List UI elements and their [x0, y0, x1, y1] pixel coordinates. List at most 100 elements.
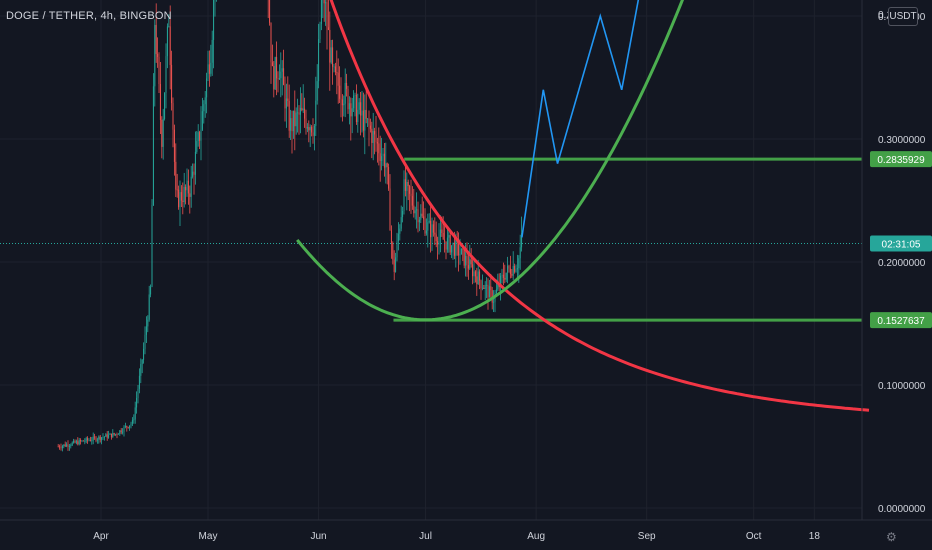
- candle-body: [59, 446, 61, 448]
- candle-body: [425, 230, 427, 234]
- candle-body: [336, 72, 338, 73]
- candle-body: [285, 98, 287, 109]
- candle-body: [129, 425, 131, 428]
- candle-body: [355, 94, 357, 123]
- candle-body: [452, 242, 454, 246]
- candle-body: [337, 72, 339, 86]
- candle-body: [360, 102, 362, 116]
- candle-body: [122, 431, 124, 433]
- candle-body: [453, 242, 455, 256]
- candle-body: [438, 237, 440, 245]
- candle-body: [295, 112, 297, 127]
- candle-body: [375, 134, 377, 143]
- candle-body: [312, 132, 314, 136]
- candle-body: [206, 78, 208, 98]
- candle-body: [368, 118, 370, 126]
- candle-body: [99, 436, 101, 440]
- candle-body: [81, 440, 83, 442]
- candle-body: [369, 125, 371, 129]
- candle-body: [185, 186, 187, 191]
- candle-body: [299, 107, 301, 115]
- candle-body: [403, 179, 405, 211]
- candle-body: [411, 196, 413, 206]
- candle-body: [367, 118, 369, 120]
- candle-body: [305, 118, 307, 129]
- candle-body: [137, 388, 139, 399]
- candle-body: [350, 103, 352, 117]
- candle-body: [437, 241, 439, 245]
- candle-body: [445, 241, 447, 250]
- candle-body: [115, 434, 117, 435]
- candle-body: [197, 132, 199, 141]
- candle-body: [390, 230, 392, 243]
- candle-body: [161, 119, 163, 147]
- candle-body: [500, 275, 502, 288]
- price-tick-label: 0.1: [878, 10, 892, 21]
- candle-body: [339, 85, 341, 99]
- candle-body: [304, 108, 306, 119]
- candle-body: [501, 274, 503, 276]
- candle-body: [354, 94, 356, 96]
- candle-body: [490, 286, 492, 291]
- candle-body: [444, 239, 446, 242]
- candle-body: [383, 153, 385, 168]
- symbol-title: DOGE / TETHER, 4h, BINGBON: [6, 10, 172, 22]
- candle-body: [428, 220, 430, 223]
- candle-body: [406, 181, 408, 191]
- candle-body: [514, 266, 516, 272]
- low-support-price-label: 0.1527637: [877, 316, 925, 327]
- candle-body: [280, 71, 282, 79]
- candle-body: [180, 192, 182, 201]
- candle-body: [469, 259, 471, 269]
- candle-body: [341, 99, 343, 106]
- candlestick-series: [57, 0, 523, 452]
- candle-body: [435, 234, 437, 242]
- candle-body: [190, 176, 192, 197]
- candle-body: [277, 78, 279, 80]
- candle-body: [376, 142, 378, 144]
- candle-body: [323, 0, 325, 4]
- candle-body: [176, 189, 178, 191]
- candle-body: [385, 163, 387, 168]
- candle-body: [67, 444, 69, 447]
- candle-body: [63, 444, 65, 447]
- candle-body: [509, 268, 511, 275]
- mid-support-price-label: 0.2835929: [877, 155, 925, 166]
- candle-body: [144, 334, 146, 349]
- candle-body: [330, 47, 332, 63]
- projection-path: [521, 0, 640, 238]
- candle-body: [455, 239, 457, 256]
- candle-body: [92, 436, 94, 441]
- candle-body: [75, 441, 77, 443]
- candle-body: [400, 217, 402, 229]
- candle-body: [117, 433, 119, 435]
- candle-body: [91, 440, 93, 442]
- candle-body: [343, 103, 345, 106]
- candle-body: [518, 258, 520, 269]
- candle-body: [361, 110, 363, 116]
- candle-body: [173, 129, 175, 162]
- candle-body: [389, 188, 391, 231]
- candle-body: [290, 118, 292, 131]
- candle-body: [287, 98, 289, 101]
- candle-body: [71, 442, 73, 446]
- candle-body: [298, 112, 300, 115]
- candle-body: [479, 271, 481, 281]
- candle-body: [351, 108, 353, 117]
- candle-body: [504, 277, 506, 280]
- candle-body: [320, 0, 322, 24]
- candle-body: [407, 181, 409, 187]
- currency-button[interactable]: USDT: [888, 7, 918, 26]
- candle-body: [127, 427, 129, 428]
- candle-body: [465, 255, 467, 266]
- candle-body: [410, 193, 412, 197]
- price-tick-label: 0.1000000: [878, 381, 926, 392]
- candle-body: [466, 255, 468, 266]
- candle-body: [414, 210, 416, 214]
- candle-body: [151, 205, 153, 287]
- drawing-overlays: [0, 0, 870, 412]
- candle-body: [172, 103, 174, 130]
- candle-body: [315, 100, 317, 126]
- time-tick-label: Apr: [93, 531, 109, 542]
